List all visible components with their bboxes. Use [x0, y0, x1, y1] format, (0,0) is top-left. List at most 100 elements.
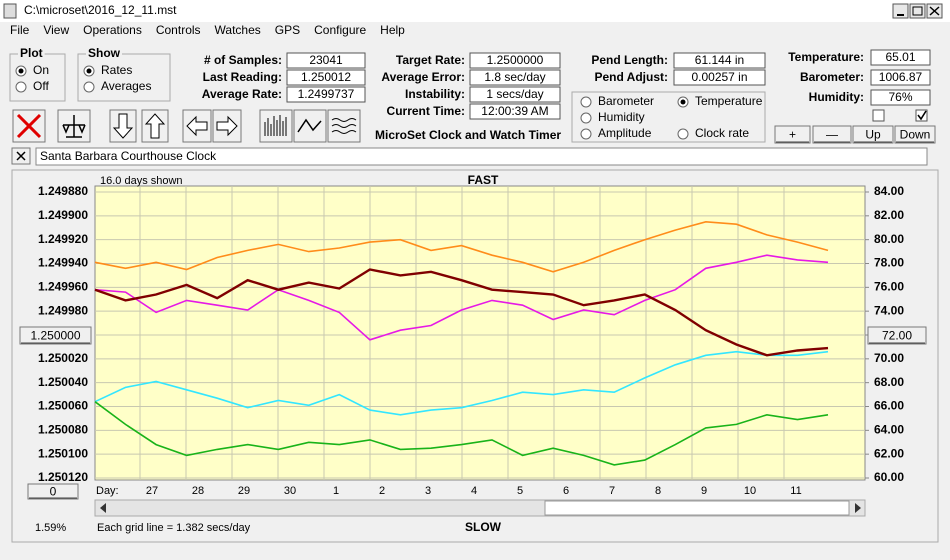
env-button[interactable] [812, 125, 852, 144]
series-line [94, 350, 829, 416]
series-radio[interactable] [580, 112, 592, 124]
window-buttons [892, 3, 943, 19]
noise-button[interactable] [327, 109, 361, 143]
y-tick-label: 1.250060 [38, 399, 88, 413]
y2-tick-label: 60.00 [874, 470, 904, 484]
menu-item[interactable]: Configure [314, 23, 366, 37]
day-label: 27 [146, 485, 158, 497]
toolbar [12, 109, 361, 143]
series-line [94, 220, 829, 273]
bottom-label: SLOW [465, 520, 502, 534]
y-tick-label: 1.250120 [38, 470, 88, 484]
field-value: 1.8 sec/day [484, 70, 545, 84]
day-label: 8 [655, 485, 661, 497]
series-label: Barometer [598, 94, 654, 108]
group-title: Plot [20, 46, 43, 60]
day-label: 3 [425, 485, 431, 497]
day-label: 6 [563, 485, 569, 497]
field-value: 1.2499737 [298, 87, 355, 101]
radio-label: On [33, 63, 49, 77]
y2-tick-label: 66.00 [874, 399, 904, 413]
field-box [286, 69, 366, 86]
stop-icon [16, 113, 42, 139]
up-icon [144, 113, 166, 139]
series-label: Clock rate [695, 126, 749, 140]
field-box [870, 69, 931, 86]
left-icon [186, 115, 208, 137]
env-button[interactable] [852, 125, 894, 144]
menu-item[interactable]: GPS [275, 23, 300, 37]
menu-item[interactable]: Operations [83, 23, 142, 37]
field-value: 65.01 [885, 50, 915, 64]
field-box [870, 49, 931, 66]
right-icon [216, 115, 238, 137]
menu-item[interactable]: File [10, 23, 30, 37]
field-box [286, 52, 366, 69]
menu-bar: File View Operations Controls Watches GPS Conf… [10, 23, 405, 37]
scale-icon [62, 115, 86, 138]
y2-tick-label: 82.00 [874, 208, 904, 222]
checkbox[interactable] [915, 109, 928, 122]
title-bar [0, 0, 950, 22]
day-label: 5 [517, 485, 523, 497]
y-tick-label: 1.250100 [38, 446, 88, 460]
menu-item[interactable]: Watches [215, 23, 261, 37]
minimize-button[interactable] [892, 3, 909, 19]
field-value: 1.2500000 [487, 53, 544, 67]
field-label: Pend Length: [591, 53, 668, 67]
env-button[interactable] [894, 125, 936, 144]
clock-name: Santa Barbara Courthouse Clock [40, 149, 217, 163]
field-label: Target Rate: [396, 53, 465, 67]
scroll-right[interactable] [855, 503, 861, 513]
series-label: Amplitude [598, 126, 652, 140]
field-box [286, 86, 366, 103]
menu-item[interactable]: Help [380, 23, 405, 37]
series-label: Temperature [695, 94, 763, 108]
radio[interactable] [15, 81, 27, 93]
menu-item[interactable]: View [43, 23, 69, 37]
radio-label: Averages [101, 79, 151, 93]
series-radio[interactable] [580, 96, 592, 108]
group-title-bg [18, 48, 45, 60]
y-tick-label: 1.249920 [38, 232, 88, 246]
day-label: 9 [701, 485, 707, 497]
radio-label: Off [33, 79, 49, 93]
checkbox[interactable] [872, 109, 885, 122]
env-button-label: Up [865, 128, 881, 142]
app-name: MicroSet Clock and Watch Timer [375, 128, 561, 142]
env-button-label: + [789, 128, 796, 142]
group-box [77, 53, 171, 102]
temp-button[interactable] [867, 326, 927, 345]
y2-tick-label: 74.00 [874, 303, 904, 317]
field-value: 1 secs/day [486, 87, 543, 101]
series-select-box [571, 91, 766, 143]
series-radio[interactable] [677, 128, 689, 140]
day-label: 2 [379, 485, 385, 497]
field-label: Humidity: [809, 90, 864, 104]
rate-button[interactable] [19, 326, 92, 345]
clear-icon [16, 151, 26, 161]
y2-tick-label: 84.00 [874, 184, 904, 198]
radio[interactable] [83, 81, 95, 93]
env-button[interactable] [774, 125, 811, 144]
clock-name-field[interactable] [35, 147, 928, 166]
radio-dot [18, 68, 24, 74]
scroll-button[interactable] [27, 483, 79, 500]
y2-tick-label: 64.00 [874, 423, 904, 437]
temp-button-label: 72.00 [882, 329, 912, 343]
field-box [469, 103, 561, 120]
menu-item[interactable]: Controls [156, 23, 201, 37]
y2-tick-label: 76.00 [874, 280, 904, 294]
histogram-icon [264, 115, 287, 136]
scroll-left[interactable] [100, 503, 106, 513]
scrollbar-thumb[interactable] [544, 500, 850, 516]
series-radio[interactable] [580, 128, 592, 140]
app-icon [3, 3, 17, 19]
y2-tick-label: 80.00 [874, 232, 904, 246]
footer-note: Each grid line = 1.382 secs/day [97, 522, 251, 534]
field-value: 0.00257 in [691, 70, 747, 84]
y2-tick-label: 70.00 [874, 351, 904, 365]
maximize-button[interactable] [909, 3, 926, 19]
field-label: Temperature: [788, 50, 864, 64]
